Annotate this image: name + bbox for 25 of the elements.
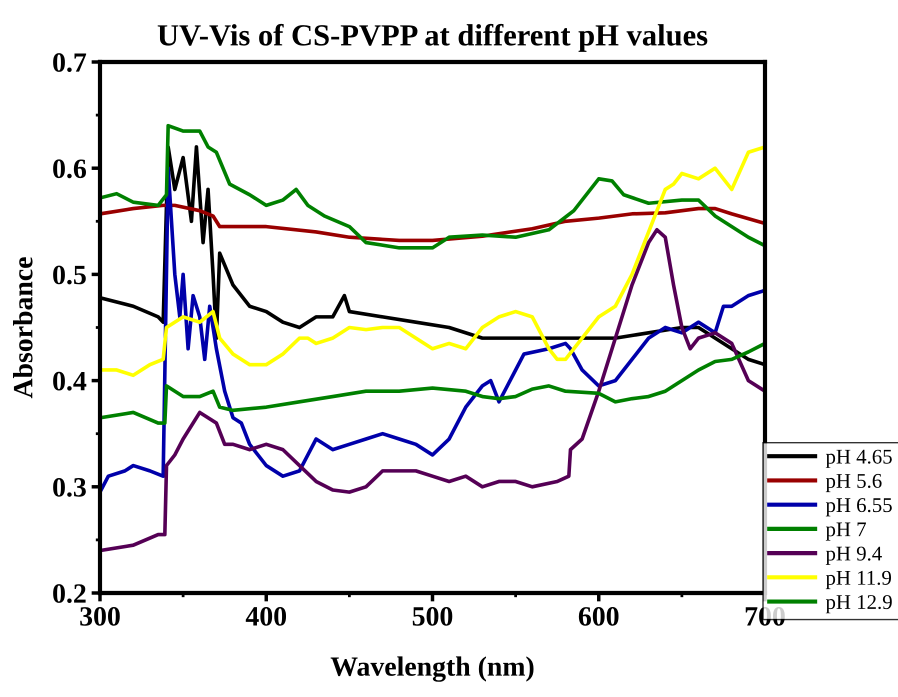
line-series [100, 124, 765, 250]
legend-label: pH 7 [826, 522, 866, 541]
y-tick-label: 0.5 [53, 266, 86, 284]
x-tick-label: 500 [412, 606, 452, 626]
legend-label: pH 4.65 [826, 450, 892, 468]
legend-label: pH 6.55 [826, 498, 892, 516]
y-tick-label: 0.4 [53, 372, 86, 391]
line-series [100, 228, 765, 552]
y-axis-title: Absorbance [13, 257, 33, 398]
line-series [100, 166, 765, 494]
x-axis-title: Wavelength (nm) [330, 656, 534, 682]
legend-label: pH 9.4 [826, 546, 882, 565]
y-tick-label: 0.7 [53, 53, 86, 72]
legend-label: pH 11.9 [826, 570, 891, 590]
y-tick-label: 0.3 [53, 478, 86, 497]
legend-label: pH 12.9 [826, 595, 892, 614]
line-series [100, 342, 765, 425]
x-tick-label: 400 [246, 606, 286, 626]
x-tick-label: 600 [578, 606, 619, 626]
y-tick-label: 0.6 [53, 159, 86, 178]
x-tick-label: 300 [80, 606, 120, 626]
y-tick-label: 0.2 [53, 584, 86, 604]
chart-title: UV-Vis of CS-PVPP at different pH values [158, 24, 708, 52]
legend-label: pH 5.6 [826, 474, 882, 492]
x-tick-label: 700 [746, 606, 785, 626]
